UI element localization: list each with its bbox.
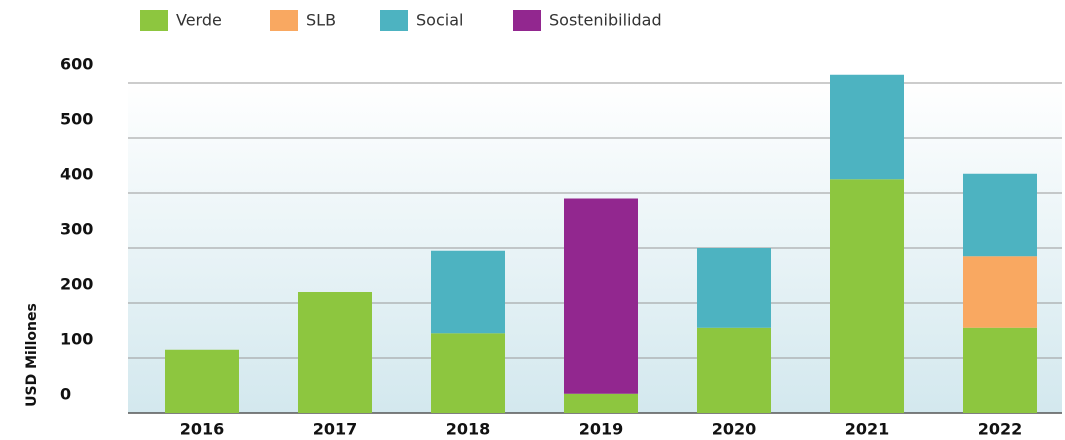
x-tick-label: 2017: [313, 420, 358, 439]
legend-label: Social: [416, 11, 463, 30]
bar-segment: [963, 173, 1037, 257]
bar-segment: [830, 74, 904, 180]
bar-segment: [564, 198, 638, 394]
y-tick-label: 0: [60, 385, 71, 404]
x-tick-label: 2021: [845, 420, 890, 439]
x-tick-label: 2016: [180, 420, 225, 439]
legend-swatch: [380, 10, 408, 31]
legend-label: Sostenibilidad: [549, 11, 662, 30]
bar-segment: [431, 333, 505, 413]
bar-segment: [165, 349, 239, 413]
bar-segment: [298, 292, 372, 413]
x-tick-label: 2019: [579, 420, 624, 439]
x-tick-label: 2020: [712, 420, 757, 439]
legend-swatch: [270, 10, 298, 31]
bar-segment: [697, 327, 771, 413]
y-tick-label: 100: [60, 330, 93, 349]
y-tick-label: 500: [60, 110, 93, 129]
legend-swatch: [513, 10, 541, 31]
legend-swatch: [140, 10, 168, 31]
y-axis-label: USD Millones: [24, 303, 40, 407]
y-tick-label: 600: [60, 55, 93, 74]
bar-segment: [963, 327, 1037, 413]
x-tick-label: 2022: [978, 420, 1023, 439]
bar-segment: [564, 393, 638, 413]
bar-segment: [963, 256, 1037, 328]
legend-label: SLB: [306, 11, 336, 30]
legend-label: Verde: [176, 11, 222, 30]
y-tick-label: 400: [60, 165, 93, 184]
x-tick-label: 2018: [446, 420, 491, 439]
y-tick-label: 200: [60, 275, 93, 294]
y-tick-label: 300: [60, 220, 93, 239]
bar-segment: [830, 179, 904, 413]
bar-segment: [431, 250, 505, 334]
bar-segment: [697, 248, 771, 328]
